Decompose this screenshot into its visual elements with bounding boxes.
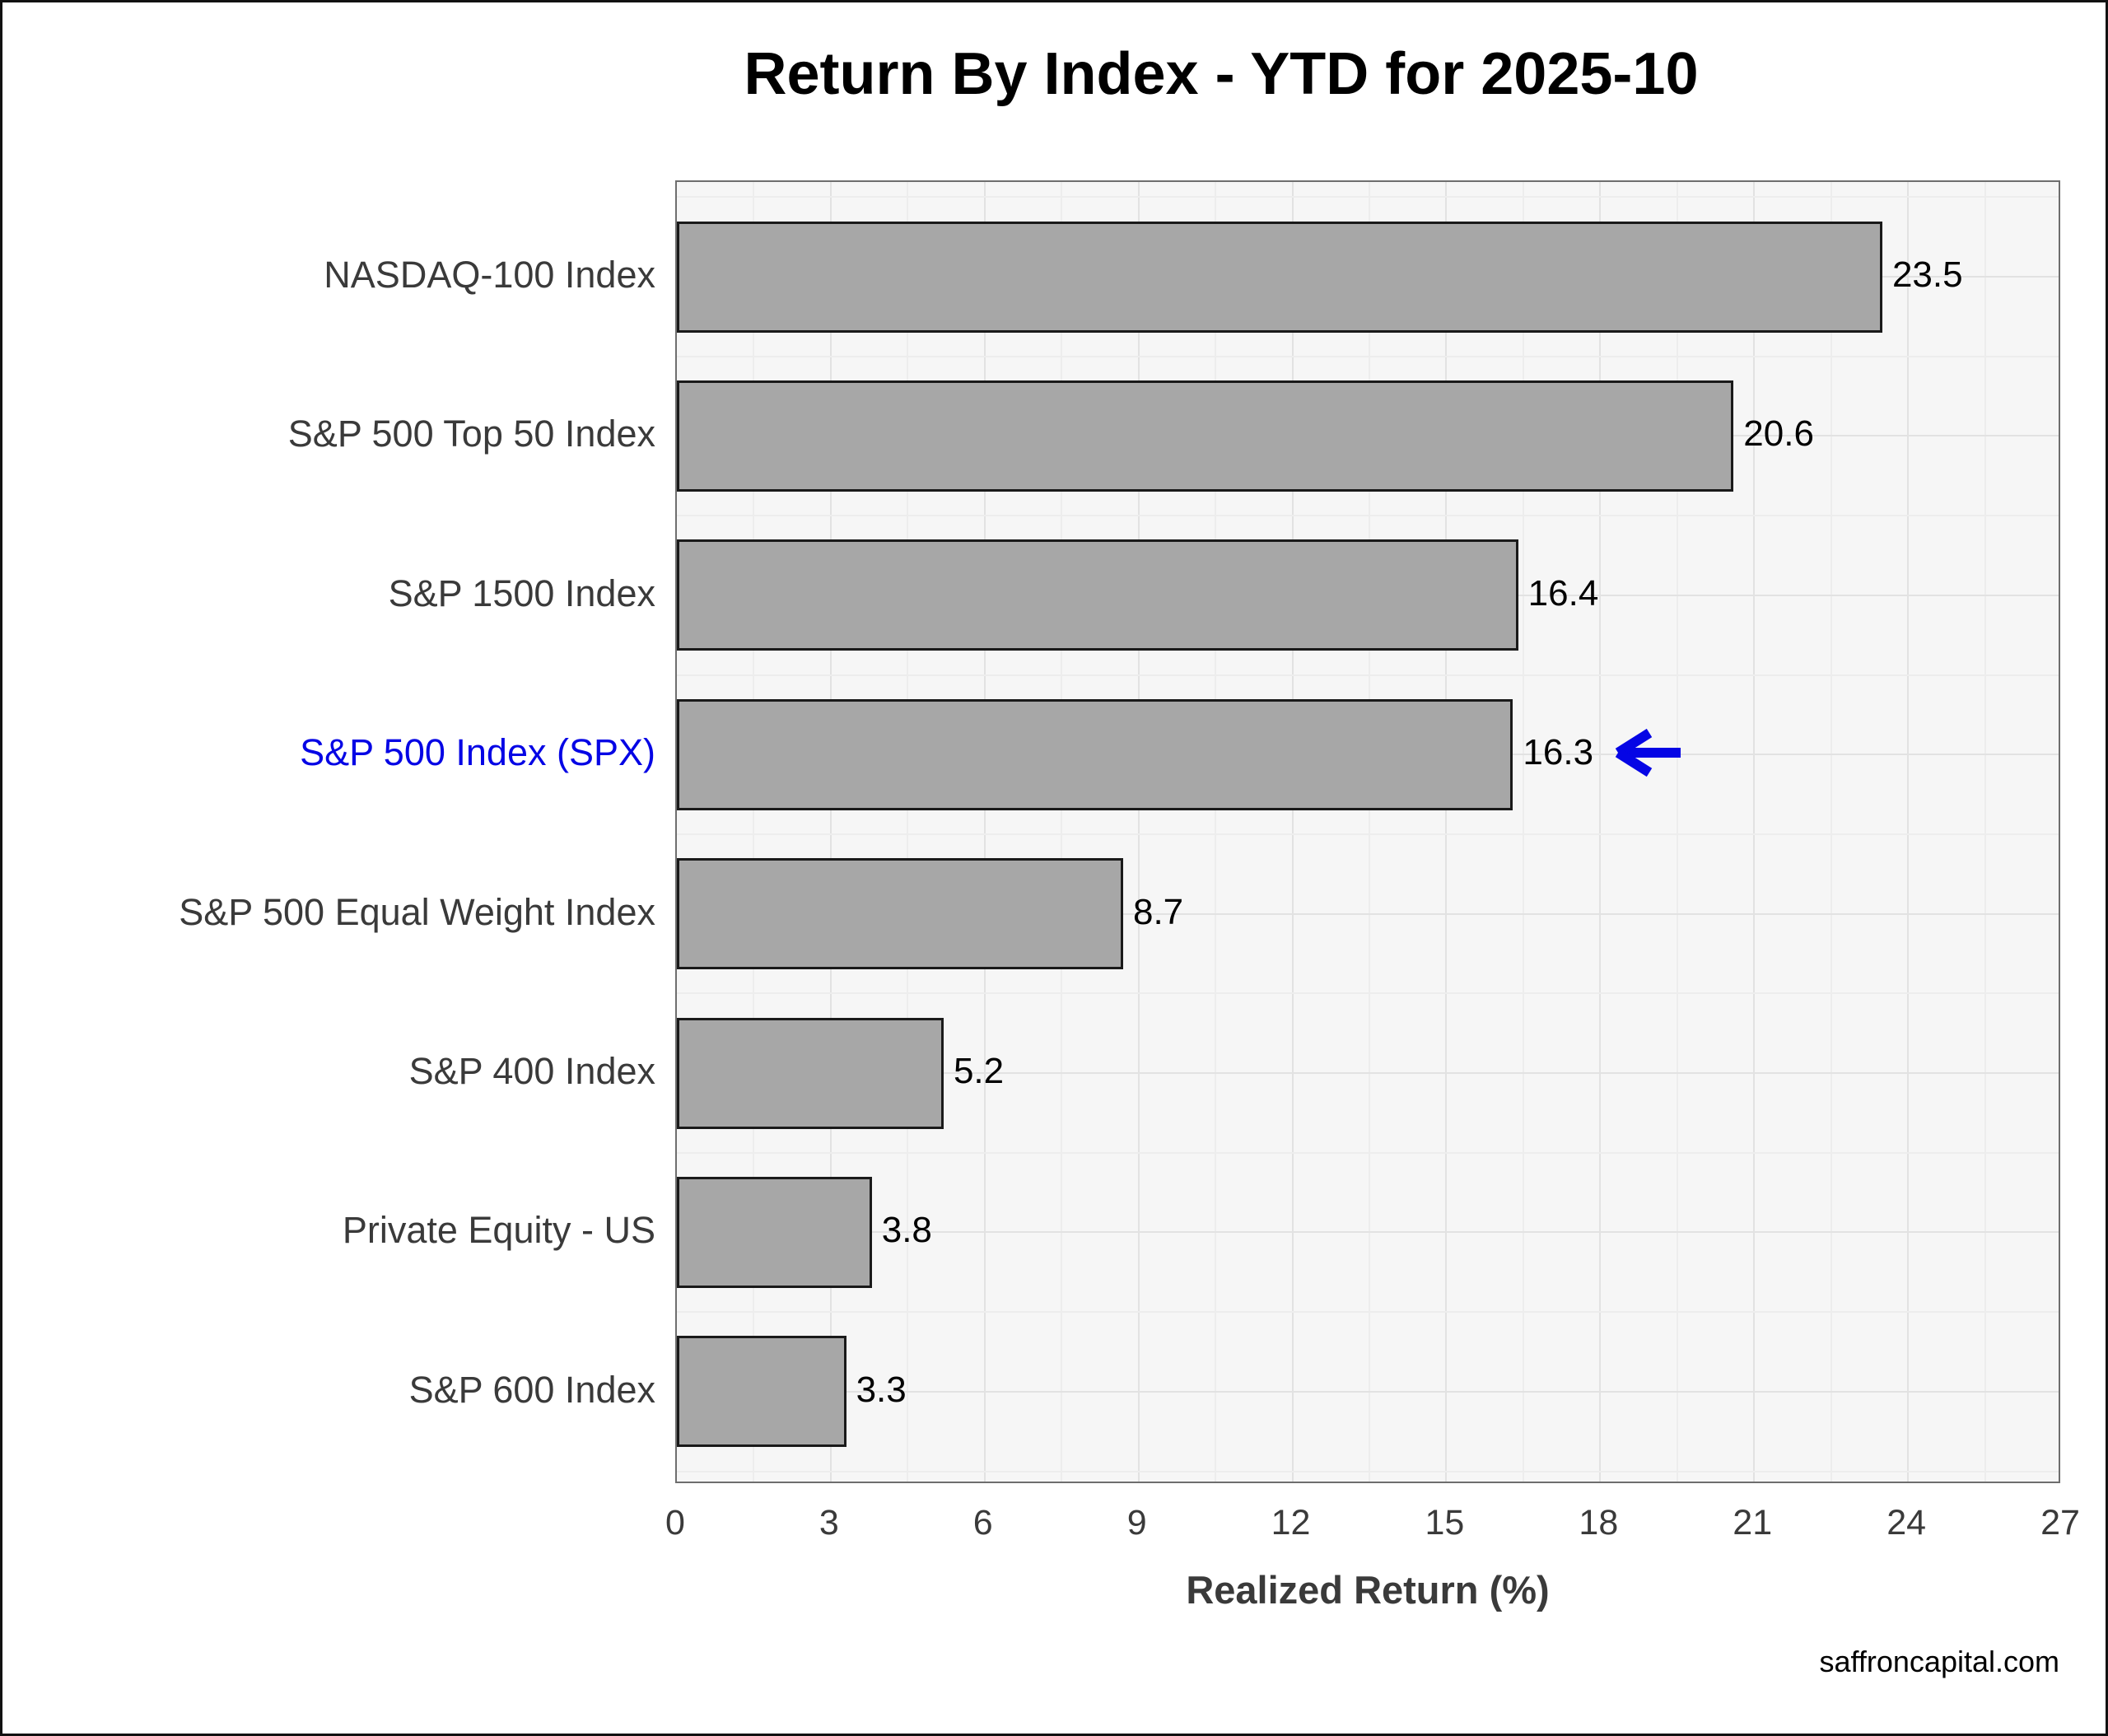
gridline — [677, 674, 2059, 676]
gridline — [753, 182, 755, 1482]
gridline — [1830, 182, 1832, 1482]
gridline — [1753, 182, 1756, 1482]
gridline — [1215, 182, 1217, 1482]
bar — [677, 539, 1518, 651]
category-label: S&P 400 Index — [408, 1050, 655, 1092]
category-label: S&P 1500 Index — [388, 572, 655, 614]
category-label: NASDAQ-100 Index — [324, 254, 655, 296]
category-label: S&P 500 Index (SPX) — [300, 731, 655, 774]
x-tick-label: 24 — [1886, 1503, 1927, 1542]
gridline — [1291, 182, 1294, 1482]
gridline — [677, 196, 2059, 198]
gridline — [677, 1390, 2059, 1393]
gridline — [677, 992, 2059, 995]
gridline — [677, 515, 2059, 517]
x-tick-label: 15 — [1425, 1503, 1465, 1542]
bar — [677, 1017, 944, 1129]
x-tick-label: 12 — [1271, 1503, 1311, 1542]
bar-value-label: 16.4 — [1527, 572, 1599, 614]
category-label: S&P 600 Index — [408, 1368, 655, 1411]
gridline — [1369, 182, 1370, 1482]
gridline — [677, 1151, 2059, 1154]
x-tick-label: 21 — [1733, 1503, 1773, 1542]
gridline — [1445, 182, 1448, 1482]
x-tick-label: 6 — [972, 1503, 993, 1542]
gridline — [1522, 182, 1524, 1482]
category-label: S&P 500 Top 50 Index — [287, 413, 655, 455]
bar-value-label: 16.3 — [1523, 732, 1594, 773]
gridline — [677, 1311, 2059, 1314]
plot-panel — [675, 180, 2060, 1483]
gridline — [907, 182, 909, 1482]
x-tick-label: 9 — [1126, 1503, 1147, 1542]
bar — [677, 858, 1123, 970]
x-tick-label: 0 — [665, 1503, 685, 1542]
bar — [677, 380, 1734, 492]
gridline — [1137, 182, 1140, 1482]
gridline — [829, 182, 832, 1482]
bar — [677, 1176, 872, 1288]
bar — [677, 1336, 846, 1448]
bar-value-label: 23.5 — [1891, 254, 1963, 295]
bar — [677, 221, 1882, 333]
x-tick-label: 18 — [1579, 1503, 1619, 1542]
bar — [677, 698, 1513, 810]
bar-value-label: 8.7 — [1132, 891, 1184, 932]
category-label: Private Equity - US — [342, 1209, 655, 1252]
bar-value-label: 3.8 — [881, 1210, 932, 1251]
category-label: S&P 500 Equal Weight Index — [179, 890, 655, 933]
gridline — [1599, 182, 1602, 1482]
x-axis-label: Realized Return (%) — [1186, 1568, 1550, 1612]
gridline — [677, 355, 2059, 357]
gridline — [1676, 182, 1678, 1482]
gridline — [677, 912, 2059, 915]
chart-title: Return By Index - YTD for 2025-10 — [744, 41, 1699, 107]
x-tick-label: 3 — [818, 1503, 839, 1542]
gridline — [677, 1231, 2059, 1234]
gridline — [677, 1072, 2059, 1074]
highlight-arrow-icon — [1615, 727, 1682, 778]
gridline — [1061, 182, 1063, 1482]
x-tick-label: 27 — [2040, 1503, 2080, 1542]
gridline — [677, 1470, 2059, 1472]
bar-value-label: 3.3 — [856, 1369, 907, 1410]
gridline — [1984, 182, 1986, 1482]
bar-value-label: 20.6 — [1743, 413, 1814, 455]
bar-value-label: 5.2 — [953, 1051, 1005, 1091]
gridline — [1907, 182, 1910, 1482]
gridline — [677, 833, 2059, 835]
gridline — [983, 182, 986, 1482]
watermark: saffroncapital.com — [1819, 1645, 2059, 1678]
